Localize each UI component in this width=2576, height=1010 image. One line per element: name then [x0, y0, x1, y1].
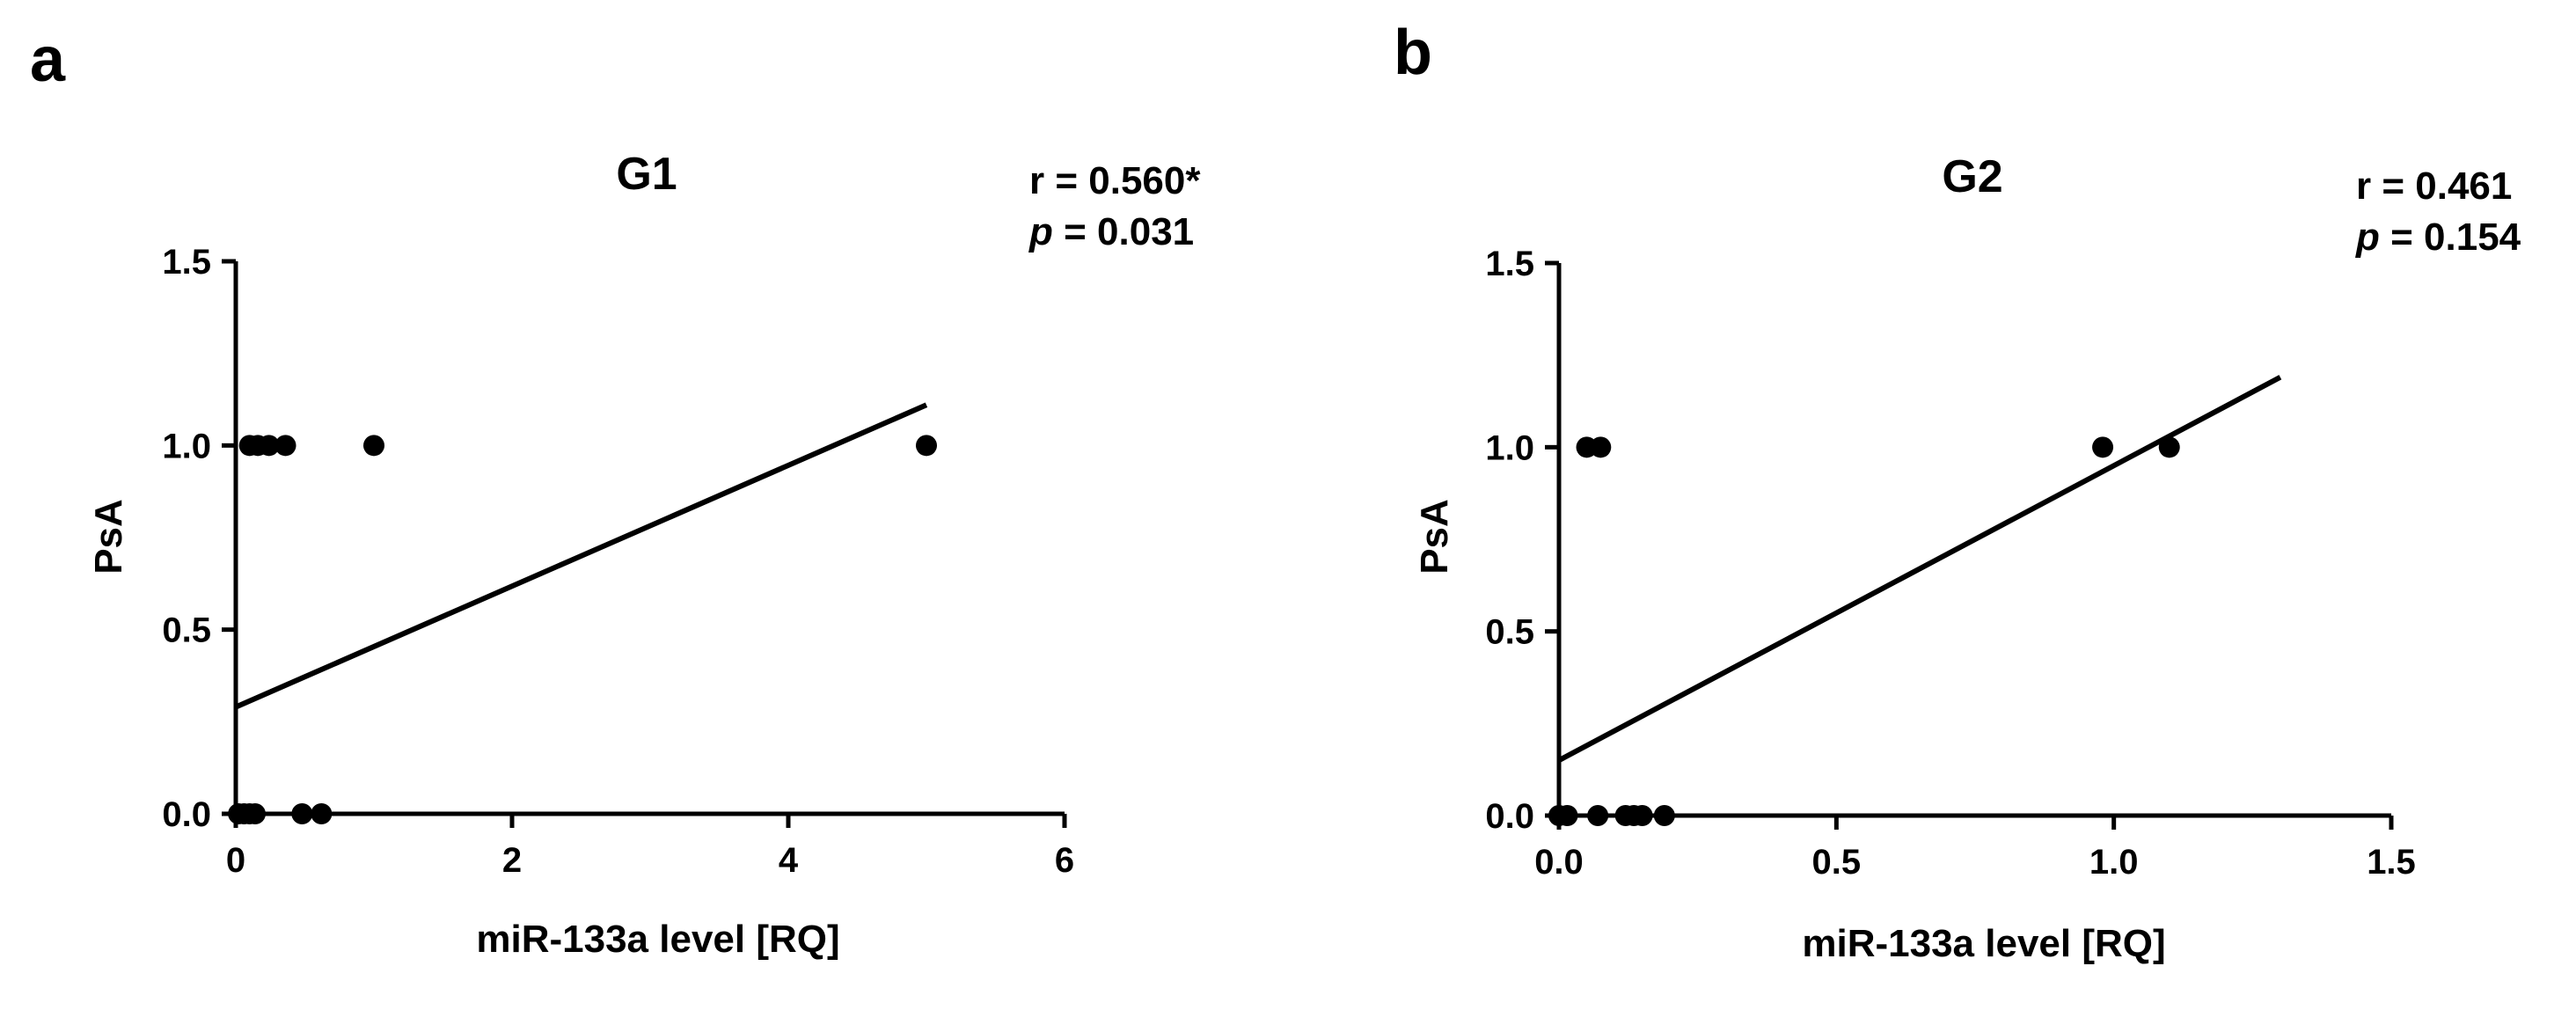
- data-point: [1556, 805, 1578, 826]
- regression-line: [1557, 375, 2282, 763]
- x-tick-label: 2: [502, 841, 522, 880]
- y-axis-label: PsA: [1413, 499, 1456, 575]
- panel-a: a G1 r = 0.560* p = 0.031 0.0 0.5 1.0 1.5 0 2…: [30, 25, 1201, 961]
- stat-p-value: = 0.031: [1053, 210, 1194, 253]
- y-tick-label: 1.0: [1485, 428, 1534, 467]
- data-point: [258, 435, 280, 457]
- x-axis-label: miR-133a level [RQ]: [476, 918, 839, 961]
- y-tick-label: 0.5: [1485, 613, 1534, 652]
- y-axis-label: PsA: [87, 499, 130, 575]
- x-tick-label: 0: [226, 841, 245, 880]
- data-point: [1587, 805, 1609, 826]
- data-point: [2158, 436, 2180, 458]
- stat-p-symbol: p: [2355, 216, 2380, 259]
- data-point: [244, 803, 266, 824]
- x-tick-label: 0.0: [1534, 843, 1584, 882]
- x-tick-label: 1.5: [2367, 843, 2416, 882]
- panel-letter: a: [30, 25, 66, 95]
- x-axis-label: miR-133a level [RQ]: [1802, 922, 2165, 965]
- x-tick-label: 0.5: [1812, 843, 1862, 882]
- data-point: [363, 435, 384, 457]
- regression-line: [234, 402, 928, 710]
- stat-r: r = 0.560*: [1029, 159, 1201, 202]
- y-tick-label: 0.0: [162, 795, 211, 834]
- data-point: [311, 803, 333, 824]
- data-point: [1631, 805, 1653, 826]
- stat-p: p = 0.031: [1028, 210, 1194, 253]
- y-tick-label: 0.0: [1485, 797, 1534, 836]
- y-tick-label: 1.0: [162, 427, 211, 465]
- panel-b: b G2 r = 0.461 p = 0.154 0.00.51.01.50.0…: [1394, 18, 2521, 965]
- plot-area: 0.0 0.5 1.0 1.5 0 2 4 6: [162, 243, 1074, 880]
- stat-p: p = 0.154: [2355, 216, 2521, 259]
- x-tick-label: 1.0: [2089, 843, 2139, 882]
- chart-title: G1: [616, 149, 677, 200]
- y-tick-label: 1.5: [1485, 245, 1534, 283]
- y-tick-label: 0.5: [162, 611, 211, 650]
- stat-p-value: = 0.154: [2380, 216, 2521, 259]
- stat-r: r = 0.461: [2356, 165, 2512, 208]
- y-tick-label: 1.5: [162, 243, 211, 282]
- data-point: [291, 803, 313, 824]
- panel-letter: b: [1394, 18, 1432, 88]
- stat-p-symbol: p: [1028, 210, 1053, 253]
- x-tick-label: 4: [779, 841, 799, 880]
- data-point: [274, 435, 296, 457]
- plot-area: 0.0 0.5 1.0 1.5 0.0 0.5 1.0 1.5: [1485, 245, 2415, 882]
- data-point: [1653, 805, 1675, 826]
- data-point: [1590, 436, 1612, 458]
- data-point: [916, 435, 937, 457]
- x-tick-label: 6: [1055, 841, 1074, 880]
- chart-title: G2: [1942, 151, 2002, 202]
- data-point: [2092, 436, 2114, 458]
